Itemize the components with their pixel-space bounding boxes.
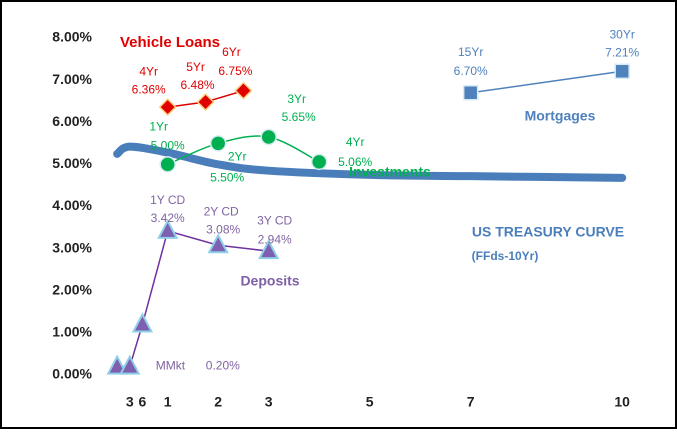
marker [157,218,179,239]
x-tick-label: 1 [164,394,172,410]
y-tick-label: 0.00% [52,366,92,382]
x-tick-label: 3 [126,394,134,410]
point-label: MMkt [156,359,186,373]
marker [159,156,176,173]
x-tick-label: 7 [467,394,475,410]
point-label: 1Yr [149,120,168,134]
marker [462,85,479,101]
marker [158,98,177,117]
point-label: 5Yr [186,60,205,74]
marker [119,354,141,375]
value-label: 2.94% [258,232,292,246]
y-tick-label: 2.00% [52,281,92,297]
marker [258,239,280,260]
value-label: 7.21% [605,45,639,59]
series-label: Vehicle Loans [120,34,220,51]
y-tick-label: 4.00% [52,197,92,213]
x-tick-label: 2 [214,394,222,410]
value-label: 5.50% [210,170,244,184]
value-label: 6.75% [218,64,252,78]
x-tick-label: 10 [614,394,630,410]
marker [106,354,128,375]
y-tick-label: 6.00% [52,113,92,129]
point-label: 6Yr [222,45,241,59]
value-label: 6.70% [454,64,488,78]
y-tick-label: 1.00% [52,324,92,340]
point-label: 3Y CD [257,213,292,227]
value-label: 0.20% [206,359,240,373]
marker [209,135,227,152]
x-tick-label: 3 [265,394,273,410]
y-tick-label: 3.00% [52,239,92,255]
series-label: US TREASURY CURVE [472,224,624,240]
curve [113,142,627,182]
value-label: 6.48% [181,78,215,92]
x-tick-label: 5 [366,394,374,410]
x-tick-label: 6 [139,394,147,410]
point-label: 2Y CD [204,204,239,218]
series-sublabel: (FFds-10Yr) [472,249,539,263]
series-label: Investments [349,164,431,180]
y-tick-label: 5.00% [52,155,92,171]
marker [614,63,630,80]
y-tick-label: 8.00% [52,29,92,45]
marker [196,92,215,112]
y-tick-label: 7.00% [52,71,92,87]
point-label: 3Yr [287,92,306,106]
point-label: 4Yr [139,64,158,78]
point-label: 4Yr [346,135,365,149]
marker [310,153,328,171]
series-label: Deposits [240,273,299,289]
value-label: 5.06% [338,155,372,169]
value-label: 3.42% [151,211,185,225]
value-label: 5.00% [151,139,185,153]
point-label: 30Yr [609,27,634,41]
series-line [469,70,623,94]
marker [234,81,253,100]
point-label: 15Yr [458,45,483,59]
point-label: 1Y CD [150,193,185,207]
marker [207,233,229,254]
value-label: 6.36% [132,82,166,96]
marker [260,128,277,146]
value-label: 5.65% [282,110,316,124]
value-label: 3.08% [206,222,240,236]
series-label: Mortgages [525,108,596,124]
series-line [166,135,320,166]
marker [131,312,154,333]
point-label: 2Yr [228,149,247,163]
